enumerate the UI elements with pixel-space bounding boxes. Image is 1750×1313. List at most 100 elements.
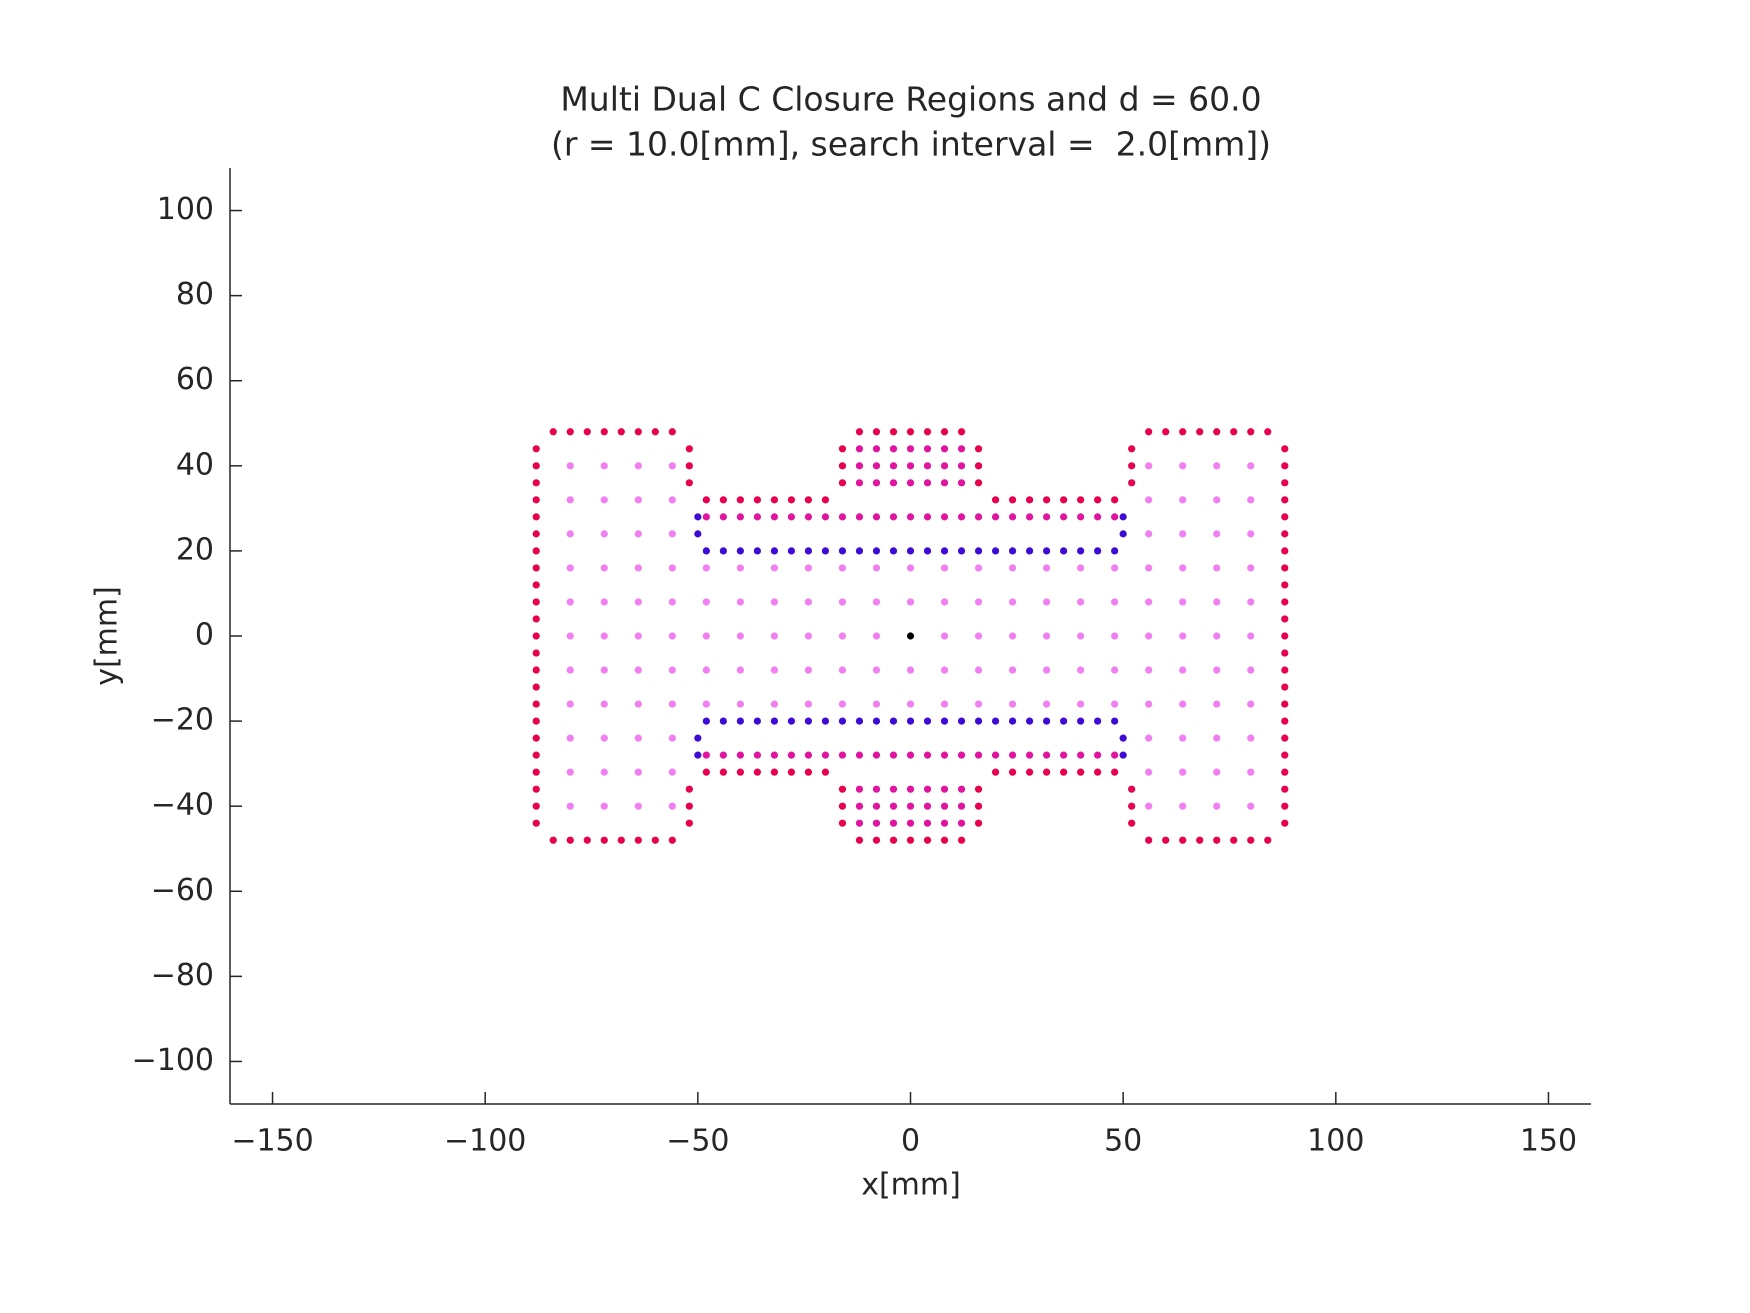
scatter-point — [855, 819, 864, 827]
scatter-point — [906, 819, 915, 827]
scatter-point — [736, 496, 744, 504]
scatter-point — [1128, 462, 1136, 470]
scatter-point — [855, 547, 864, 555]
scatter-point — [702, 666, 710, 674]
scatter-point — [719, 717, 727, 725]
scatter-point — [923, 717, 932, 725]
scatter-point — [872, 564, 881, 572]
scatter-point — [668, 802, 676, 810]
scatter-point — [872, 547, 881, 555]
scatter-point — [906, 785, 915, 793]
scatter-point — [1247, 564, 1255, 572]
scatter-point — [1145, 530, 1153, 538]
scatter-point — [753, 751, 761, 759]
scatter-point — [532, 445, 540, 453]
scatter-point — [906, 836, 915, 844]
scatter-point — [1043, 632, 1051, 640]
scatter-point — [600, 530, 608, 538]
scatter-point — [1077, 564, 1085, 572]
scatter-point — [694, 530, 702, 538]
scatter-point — [566, 496, 574, 504]
scatter-point — [736, 598, 744, 606]
y-tick-label: 20 — [176, 532, 214, 567]
scatter-point — [685, 462, 693, 470]
scatter-point — [1213, 836, 1221, 844]
scatter-point — [957, 836, 966, 844]
scatter-point — [923, 428, 932, 436]
scatter-point — [736, 564, 744, 572]
scatter-point — [1281, 581, 1289, 589]
scatter-point — [685, 802, 693, 810]
scatter-point — [838, 802, 847, 810]
scatter-point — [804, 700, 813, 708]
scatter-point — [838, 819, 847, 827]
scatter-point — [668, 564, 676, 572]
scatter-point — [1060, 768, 1068, 776]
scatter-point — [532, 717, 540, 725]
scatter-point — [1145, 564, 1153, 572]
scatter-point — [1128, 785, 1136, 793]
scatter-point — [1179, 428, 1187, 436]
scatter-point — [566, 530, 574, 538]
scatter-point — [532, 734, 540, 742]
scatter-point — [1094, 547, 1102, 555]
scatter-point — [1077, 513, 1085, 521]
scatter-point — [940, 700, 949, 708]
scatter-point — [855, 428, 864, 436]
scatter-point — [787, 496, 796, 504]
scatter-point — [855, 479, 864, 487]
scatter-point — [872, 700, 881, 708]
scatter-point — [1145, 496, 1153, 504]
scatter-point — [1128, 479, 1136, 487]
scatter-point — [1213, 564, 1221, 572]
scatter-point — [685, 785, 693, 793]
scatter-point — [1247, 768, 1255, 776]
scatter-point — [736, 632, 744, 640]
scatter-point — [1264, 836, 1272, 844]
scatter-point — [940, 819, 949, 827]
scatter-point — [1111, 717, 1119, 725]
scatter-point — [770, 564, 779, 572]
x-tick-label: −150 — [231, 1124, 313, 1159]
scatter-point — [532, 649, 540, 657]
scatter-point — [1145, 462, 1153, 470]
scatter-point — [1077, 717, 1085, 725]
scatter-point — [940, 632, 949, 640]
scatter-point — [1043, 768, 1051, 776]
scatter-point — [736, 768, 744, 776]
scatter-point — [804, 751, 813, 759]
scatter-point — [753, 717, 761, 725]
scatter-point — [532, 802, 540, 810]
scatter-point — [736, 717, 744, 725]
scatter-point — [1077, 700, 1085, 708]
scatter-point — [906, 513, 915, 521]
scatter-point — [1008, 632, 1017, 640]
scatter-point — [1025, 717, 1034, 725]
scatter-point — [872, 717, 881, 725]
scatter-point — [957, 802, 966, 810]
scatter-point — [634, 734, 642, 742]
scatter-point — [532, 547, 540, 555]
scatter-point — [855, 513, 864, 521]
scatter-point — [600, 768, 608, 776]
scatter-point — [1119, 751, 1127, 759]
scatter-point — [1179, 564, 1187, 572]
scatter-point — [600, 700, 608, 708]
scatter-point — [923, 513, 932, 521]
scatter-point — [1281, 666, 1289, 674]
scatter-point — [634, 462, 642, 470]
scatter-point — [906, 479, 915, 487]
scatter-point — [668, 530, 676, 538]
scatter-point — [1247, 496, 1255, 504]
scatter-point — [770, 513, 779, 521]
scatter-point — [787, 717, 796, 725]
scatter-point — [583, 836, 591, 844]
scatter-point — [1247, 428, 1255, 436]
scatter-point — [694, 513, 702, 521]
scatter-point — [940, 564, 949, 572]
scatter-point — [923, 751, 932, 759]
scatter-point — [600, 496, 608, 504]
scatter-point — [1213, 598, 1221, 606]
scatter-point — [634, 632, 642, 640]
